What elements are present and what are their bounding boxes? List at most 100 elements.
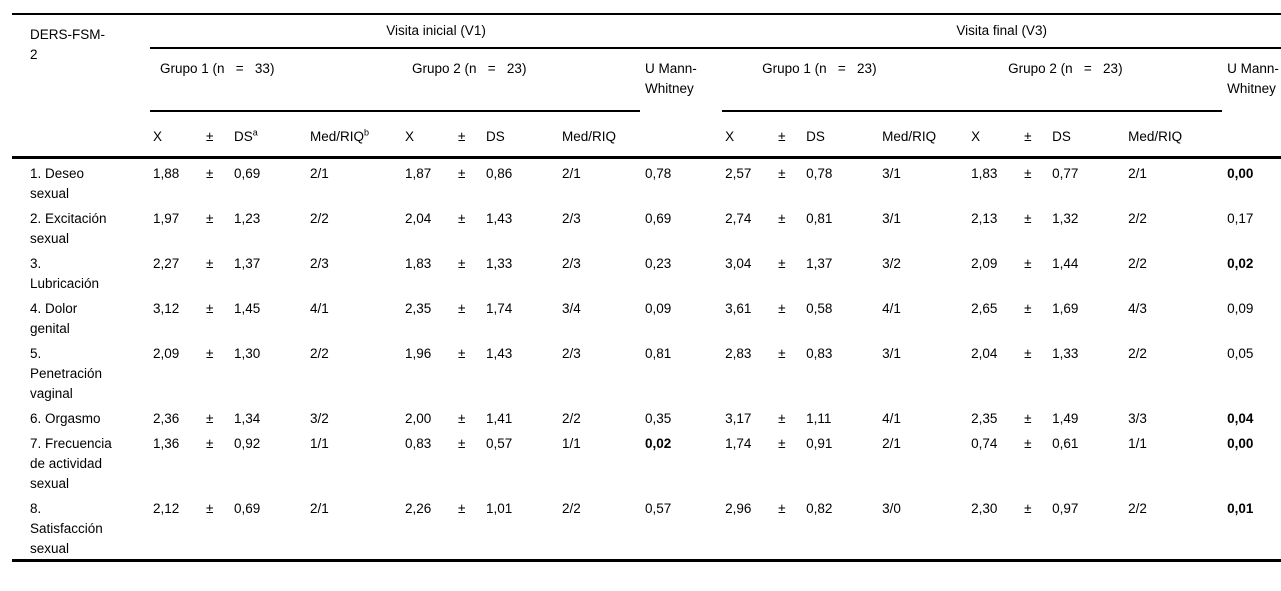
cell-x-v1g1: 2,36 [153, 411, 180, 426]
cell-pm-v3g2: ± [1024, 256, 1032, 271]
cell-x-v3g1: 3,61 [725, 301, 752, 316]
cell-med-v3g2: 2/2 [1128, 211, 1147, 226]
cell-pm-v1g2: ± [458, 256, 466, 271]
cell-umw-v3: 0,09 [1227, 301, 1254, 316]
cell-x-v3g1: 2,83 [725, 346, 752, 361]
cell-ds-v3g1: 1,11 [806, 411, 832, 426]
cell-pm-v1g1: ± [206, 411, 214, 426]
cell-med-v3g1: 4/1 [882, 411, 901, 426]
cell-ds-v1g2: 0,57 [486, 436, 513, 451]
cell-umw-v3: 0,01 [1227, 501, 1254, 516]
cell-x-v3g2: 0,74 [971, 436, 998, 451]
cell-med-v1g2: 2/3 [562, 346, 581, 361]
cell-ds-v1g2: 1,41 [486, 411, 513, 426]
cell-x-v3g2: 1,83 [971, 166, 998, 181]
cell-pm-v3g1: ± [778, 256, 786, 271]
group-header-row: Grupo 1 (n = 33) Grupo 2 (n = 23) U Mann… [12, 48, 1281, 159]
cell-umw-v1: 0,57 [645, 501, 672, 516]
cell-ds-v3g2: 1,44 [1052, 256, 1079, 271]
col-header-med-g1v3: Med/RIQ [877, 111, 969, 159]
cell-pm-v3g1: ± [778, 501, 786, 516]
cell-umw-v1: 0,69 [645, 211, 672, 226]
cell-med-v1g2: 3/4 [562, 301, 581, 316]
visit-header-v1: Visita inicial (V1) [150, 14, 723, 49]
cell-pm-v3g1: ± [778, 301, 786, 316]
cell-med-v3g2: 4/3 [1128, 301, 1147, 316]
cell-med-v1g1: 2/1 [310, 166, 329, 181]
cell-med-v3g1: 3/1 [882, 346, 901, 361]
cell-ds-v1g1: 0,92 [234, 436, 261, 451]
cell-pm-v3g2: ± [1024, 301, 1032, 316]
cell-ds-v1g1: 1,23 [234, 211, 261, 226]
cell-x-v3g1: 3,04 [725, 256, 752, 271]
cell-pm-v1g1: ± [206, 211, 214, 226]
cell-umw-v1: 0,78 [645, 166, 672, 181]
col-header-x-g2v1: X [402, 111, 456, 159]
cell-ds-v3g2: 1,32 [1052, 211, 1079, 226]
cell-med-v1g2: 2/3 [562, 211, 581, 226]
row-label: 8. Satisfacción sexual [30, 501, 103, 556]
table-row: 3. Lubricación 2,27 ±1,37 2/3 1,83 ±1,33 2/3 0,… [12, 249, 1281, 294]
cell-med-v1g1: 4/1 [310, 301, 329, 316]
cell-med-v1g2: 2/1 [562, 166, 581, 181]
cell-pm-v3g2: ± [1024, 501, 1032, 516]
visit-header-row: DERS-FSM-2 Visita inicial (V1) Visita fi… [12, 14, 1281, 159]
col-header-ds-g2v3: DS [1048, 111, 1124, 159]
table-row: 8. Satisfacción sexual 2,12 ±0,69 2/1 2,26 ±1… [12, 494, 1281, 561]
cell-x-v3g2: 2,35 [971, 411, 998, 426]
cell-umw-v1: 0,23 [645, 256, 672, 271]
table-row: 7. Frecuencia de actividad sexual 1,36 ±0,… [12, 429, 1281, 494]
cell-ds-v3g1: 0,81 [806, 211, 833, 226]
cell-pm-v1g2: ± [458, 301, 466, 316]
cell-pm-v3g2: ± [1024, 211, 1032, 226]
col-header-ds-g1v3: DS [802, 111, 878, 159]
cell-ds-v1g1: 1,37 [234, 256, 261, 271]
row-label: 7. Frecuencia de actividad sexual [30, 436, 112, 491]
table-stub-header: DERS-FSM-2 [12, 14, 150, 159]
cell-x-v3g2: 2,65 [971, 301, 998, 316]
table-row: 5. Penetración vaginal 2,09 ±1,30 2/2 1,96 ±1… [12, 339, 1281, 404]
table-row: 4. Dolor genital 3,12 ±1,45 4/1 2,35 ±1,74 3/4… [12, 294, 1281, 339]
cell-ds-v1g2: 1,43 [486, 211, 513, 226]
cell-pm-v3g1: ± [778, 166, 786, 181]
cell-med-v3g2: 2/2 [1128, 501, 1147, 516]
cell-x-v1g2: 0,83 [405, 436, 432, 451]
cell-pm-v3g2: ± [1024, 436, 1032, 451]
row-label: 6. Orgasmo [30, 411, 101, 426]
col-header-pm-g2v3: ± [1022, 111, 1049, 159]
cell-med-v3g1: 3/0 [882, 501, 901, 516]
cell-med-v3g2: 2/1 [1128, 166, 1147, 181]
group-header-g2-v1: Grupo 2 (n = 23) [402, 48, 640, 112]
cell-umw-v1: 0,35 [645, 411, 672, 426]
cell-ds-v3g2: 0,97 [1052, 501, 1079, 516]
cell-pm-v3g2: ± [1024, 166, 1032, 181]
table-body: 1. Deseo sexual 1,88 ±0,69 2/1 1,87 ±0,86 2/1 0… [12, 158, 1281, 561]
cell-ds-v1g2: 1,43 [486, 346, 513, 361]
cell-ds-v3g2: 0,77 [1052, 166, 1079, 181]
cell-med-v3g1: 4/1 [882, 301, 901, 316]
cell-umw-v3: 0,00 [1227, 436, 1254, 451]
cell-ds-v1g2: 1,01 [486, 501, 513, 516]
cell-x-v3g2: 2,04 [971, 346, 998, 361]
table-row: 2. Excitación sexual 1,97 ±1,23 2/2 2,04 ±1,4… [12, 204, 1281, 249]
cell-x-v1g2: 1,83 [405, 256, 432, 271]
col-header-x-g2v3: X [968, 111, 1023, 159]
cell-pm-v3g1: ± [778, 211, 786, 226]
cell-x-v3g1: 2,74 [725, 211, 752, 226]
cell-pm-v1g1: ± [206, 301, 214, 316]
cell-ds-v3g2: 1,69 [1052, 301, 1079, 316]
cell-ds-v1g1: 0,69 [234, 166, 261, 181]
table-row: 1. Deseo sexual 1,88 ±0,69 2/1 1,87 ±0,86 2/1 0… [12, 158, 1281, 205]
cell-pm-v3g1: ± [778, 346, 786, 361]
visit-header-v3: Visita final (V3) [722, 14, 1281, 49]
cell-x-v1g1: 1,88 [153, 166, 180, 181]
cell-med-v1g2: 2/2 [562, 501, 581, 516]
cell-x-v1g2: 1,96 [405, 346, 432, 361]
cell-umw-v1: 0,09 [645, 301, 672, 316]
cell-pm-v1g2: ± [458, 501, 466, 516]
table-row: 6. Orgasmo 2,36 ±1,34 3/2 2,00 ±1,41 2/2 0,35 3,… [12, 404, 1281, 429]
col-header-x-g1v3: X [722, 111, 777, 159]
cell-x-v3g2: 2,30 [971, 501, 998, 516]
cell-umw-v1: 0,02 [645, 436, 672, 451]
cell-x-v1g1: 3,12 [153, 301, 180, 316]
